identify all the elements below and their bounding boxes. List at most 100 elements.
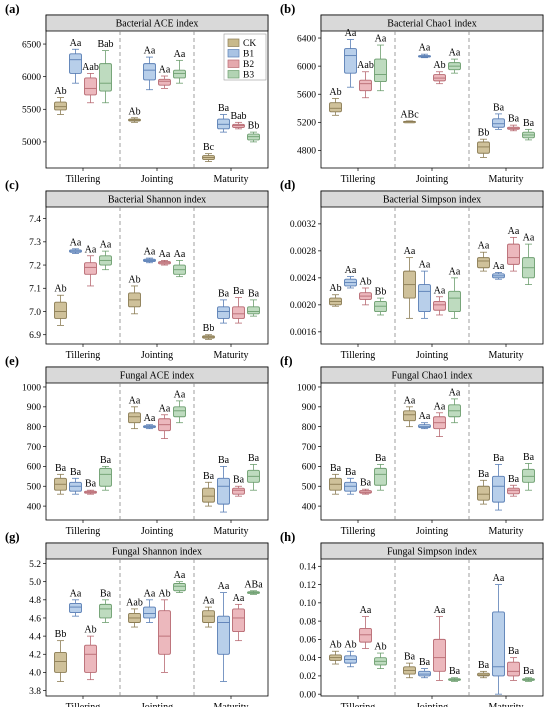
y-tick-label: 0.02 [299,672,316,682]
y-tick-label: 0.0016 [290,328,316,338]
x-tick-label: Maturity [214,702,249,707]
significance-letter: Ab [344,640,356,651]
x-tick-label: Jointing [416,350,448,361]
chart-panel-4: (d) Bacterial Simpson index 0.0016 0.0020 0.… [280,178,544,361]
significance-letter: Aa [159,65,171,76]
y-tick-label: 7.4 [29,215,41,225]
legend-swatch [227,49,240,58]
chart-panel-7: (g) Fungal Shannon index 3.8 4.0 4.2 4.4 4.6 4.… [5,530,269,707]
plot-frame [320,14,544,169]
significance-letter: Bb [203,323,215,334]
significance-letter: Aa [85,244,97,255]
y-tick-label: 0.04 [299,654,316,664]
x-tick-label: Jointing [141,702,173,707]
panel-title: Fungal Shannon index [112,547,202,558]
y-tick-label: 5000 [22,138,41,148]
panel-title: Fungal Simpson index [387,547,477,558]
significance-letter: Ba [508,474,520,485]
y-tick-label: 600 [302,463,317,473]
panel-header [320,190,544,208]
significance-letter: Aa [159,249,171,260]
x-tick-label: Tillering [66,702,101,707]
significance-letter: Ab [54,284,66,295]
y-tick-label: 5.0 [29,578,41,588]
y-tick-label: 7.3 [29,238,41,248]
significance-letter: Aa [360,605,372,616]
significance-letter: Aa [100,240,112,251]
y-tick-label: 4.6 [29,614,41,624]
box-CK [477,672,490,677]
box-B3 [374,467,387,486]
y-tick-label: 6000 [297,62,316,72]
box-B1 [217,306,230,319]
box-B3 [99,603,112,619]
significance-letter: Ab [329,283,341,294]
box-B1 [344,481,357,492]
y-tick-label: 0.14 [299,563,316,573]
significance-letter: Ba [375,453,387,464]
panel-label: (c) [5,178,19,192]
panel-label: (a) [5,2,20,16]
box-B3 [448,290,461,313]
panel-title: Bacterial Chao1 index [387,19,476,30]
significance-letter: Aa [404,395,416,406]
significance-letter: Aa [70,237,82,248]
significance-letter: Ab [128,106,140,117]
y-tick-label: 1000 [297,383,316,393]
y-tick-label: 4800 [297,147,316,157]
x-tick-label: Maturity [489,526,524,537]
box-B2 [84,77,97,96]
significance-letter: Ba [449,666,461,677]
significance-letter: Bc [203,142,215,153]
significance-letter: Aa [449,266,461,277]
x-tick-label: Tillering [341,702,376,707]
significance-letter: Bab [97,39,113,50]
panel-header [320,542,544,560]
box-B2 [84,644,97,673]
significance-letter: Ba [55,463,67,474]
panel-header [320,14,544,32]
significance-letter: Ba [360,478,372,489]
y-tick-label: 6500 [22,40,41,50]
significance-letter: Ba [100,588,112,599]
box-B1 [418,284,431,313]
legend-label: CK [243,39,256,49]
plot-frame [320,542,544,697]
y-tick-label: 6000 [22,73,41,83]
significance-letter: Ba [523,118,535,129]
chart-panel-3: (c) Bacterial Shannon index 6.9 7.0 7.1 7.2 7.… [5,178,269,361]
significance-letter: Aa [449,387,461,398]
panel-header [45,14,269,32]
significance-letter: Ba [218,455,230,466]
x-tick-label: Jointing [141,526,173,537]
significance-letter: Aa [493,261,505,272]
y-tick-label: 0.08 [299,617,316,627]
box-B2 [507,661,520,677]
x-tick-label: Tillering [341,350,376,361]
y-tick-label: 900 [302,403,317,413]
panel-label: (g) [5,530,20,544]
significance-letter: Ba [404,652,416,663]
box-B1 [69,481,82,492]
significance-letter: Bb [248,121,260,132]
significance-letter: Ba [233,475,245,486]
plot-frame [45,542,269,697]
significance-letter: Bb [55,629,67,640]
box-B2 [232,608,245,633]
box-CK [54,101,67,111]
y-tick-label: 4.2 [29,651,41,661]
x-tick-label: Maturity [489,350,524,361]
plot-frame [320,190,544,345]
box-B3 [173,69,186,79]
box-B2 [232,306,245,319]
box-B2 [359,79,372,92]
significance-letter: Ba [345,467,357,478]
y-tick-label: 5200 [297,119,316,129]
panel-label: (f) [280,354,293,368]
significance-letter: Ba [493,102,505,113]
box-B1 [69,603,82,613]
box-CK [477,485,490,501]
significance-letter: Ba [330,463,342,474]
significance-letter: Aa [375,34,387,45]
significance-letter: Ab [329,87,341,98]
